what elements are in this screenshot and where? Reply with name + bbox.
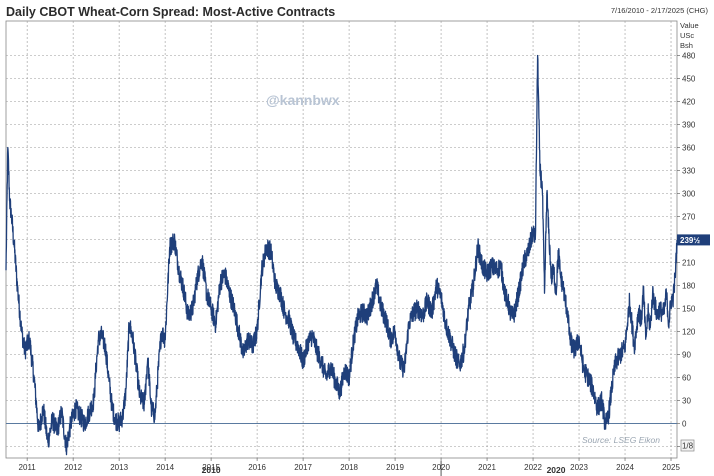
x-tick-label-7: 2018 — [340, 463, 358, 472]
unit-label-0: Value — [680, 21, 699, 30]
vertical-gridlines — [26, 21, 672, 458]
y-tick-label-1: 0 — [682, 420, 687, 429]
y-tick-label-6: 150 — [682, 305, 696, 314]
x-tick-label-13: 2024 — [616, 463, 634, 472]
y-tick-label-17: 480 — [682, 52, 696, 61]
decade-label-0: 2010 — [202, 465, 221, 475]
y-tick-label-7: 180 — [682, 282, 696, 291]
x-tick-label-1: 2012 — [64, 463, 82, 472]
y-tick-label-12: 330 — [682, 167, 696, 176]
scale-button-frame[interactable] — [680, 439, 695, 452]
series-line — [5, 54, 678, 456]
unit-label-1: USc — [680, 31, 694, 40]
y-tick-label-13: 360 — [682, 144, 696, 153]
y-tick-label-5: 120 — [682, 328, 696, 337]
date-range: 7/16/2010 - 2/17/2025 (CHG) — [611, 6, 709, 15]
scale-button-label[interactable]: 1/8 — [682, 442, 694, 451]
y-tick-label-15: 420 — [682, 98, 696, 107]
x-tick-label-8: 2019 — [386, 463, 404, 472]
last-value-label: 239½ — [680, 236, 700, 245]
source-note: Source: LSEG Eikon — [582, 435, 660, 445]
watermark: @kannbwx — [266, 92, 340, 108]
y-tick-label-16: 450 — [682, 75, 696, 84]
last-value-background — [677, 234, 710, 246]
decade-label-1: 2020 — [547, 465, 566, 475]
x-tick-label-12: 2023 — [570, 463, 588, 472]
y-tick-label-11: 300 — [682, 190, 696, 199]
last-value-badge: 239½ — [677, 234, 710, 246]
y-tick-label-2: 30 — [682, 397, 691, 406]
x-tick-label-2: 2013 — [110, 463, 128, 472]
x-tick-labels: 2011 2012 2013 2014 2015 2016 2017 2018 2019 2020… — [19, 458, 680, 472]
decade-labels: 2010 2020 — [202, 461, 566, 476]
x-tick-label-4: 2015 — [202, 463, 220, 472]
x-tick-label-11: 2022 — [524, 463, 542, 472]
x-tick-label-10: 2021 — [478, 463, 496, 472]
y-tick-label-8: 210 — [682, 259, 696, 268]
y-tick-label-4: 90 — [682, 351, 691, 360]
x-tick-label-5: 2016 — [248, 463, 266, 472]
x-tick-label-14: 2025 — [662, 463, 680, 472]
x-tick-label-6: 2017 — [294, 463, 312, 472]
unit-label-2: Bsh — [680, 41, 693, 50]
y-tick-label-14: 390 — [682, 121, 696, 130]
y-tick-label-10: 270 — [682, 213, 696, 222]
scale-button[interactable]: 1/8 — [680, 439, 695, 452]
chart-title: Daily CBOT Wheat-Corn Spread: Most-Activ… — [6, 5, 335, 19]
y-tick-label-3: 60 — [682, 374, 691, 383]
x-tick-label-0: 2011 — [19, 463, 37, 472]
x-tick-label-3: 2014 — [156, 463, 174, 472]
